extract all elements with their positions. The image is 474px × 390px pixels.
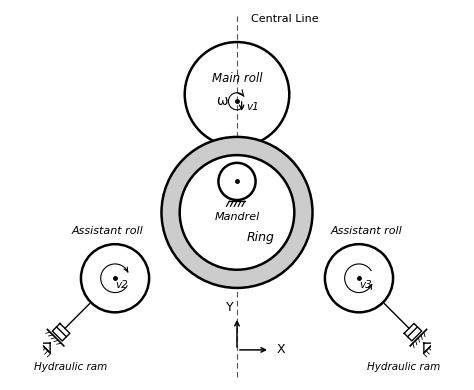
Text: Central Line: Central Line (251, 14, 318, 24)
Text: ω: ω (217, 94, 228, 108)
Text: Hydraulic ram: Hydraulic ram (34, 362, 107, 372)
Text: v1: v1 (246, 102, 259, 112)
Circle shape (180, 155, 294, 270)
Circle shape (325, 244, 393, 312)
Text: Assistant roll: Assistant roll (331, 226, 402, 236)
Text: Hydraulic ram: Hydraulic ram (367, 362, 440, 372)
Text: Mandrel: Mandrel (214, 213, 260, 222)
Text: Ring: Ring (246, 231, 274, 244)
Circle shape (219, 163, 255, 200)
Text: Y: Y (226, 301, 234, 314)
Text: v3: v3 (360, 280, 372, 291)
Text: Assistant roll: Assistant roll (72, 226, 143, 236)
Circle shape (81, 244, 149, 312)
Text: Main roll: Main roll (212, 71, 262, 85)
Text: X: X (277, 343, 285, 356)
Text: v2: v2 (116, 280, 128, 291)
Circle shape (162, 137, 312, 288)
